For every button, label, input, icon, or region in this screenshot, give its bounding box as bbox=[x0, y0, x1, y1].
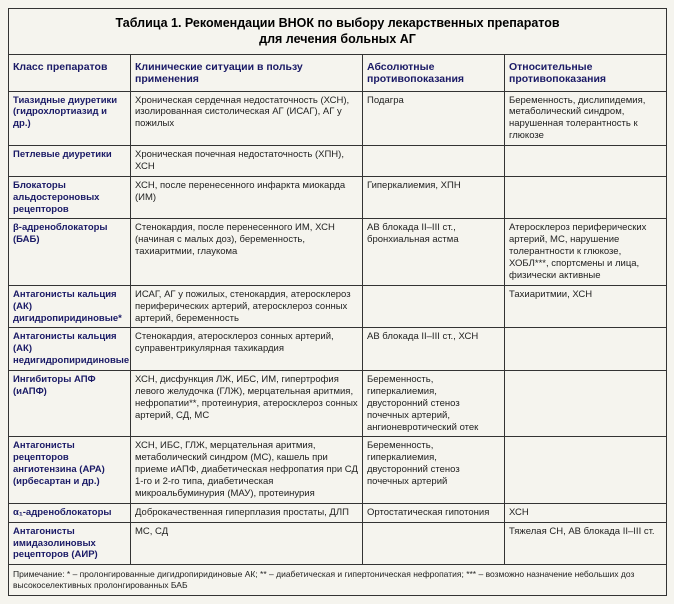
cell-situations: Хроническая сердечная недостаточность (Х… bbox=[131, 91, 363, 146]
cell-absolute: АВ блокада II–III ст., бронхиальная астм… bbox=[363, 219, 505, 285]
table-row: Антагонисты кальция (АК) недигидропириди… bbox=[9, 328, 667, 371]
cell-situations: ХСН, после перенесенного инфаркта миокар… bbox=[131, 176, 363, 219]
header-absolute: Абсолютные противопоказания bbox=[363, 54, 505, 91]
medical-table: Таблица 1. Рекомендации ВНОК по выбору л… bbox=[8, 8, 666, 596]
header-relative: Относительные противопоказания bbox=[505, 54, 667, 91]
cell-class: Петлевые диуретики bbox=[9, 146, 131, 177]
cell-situations: ХСН, дисфункция ЛЖ, ИБС, ИМ, гипертрофия… bbox=[131, 371, 363, 437]
cell-relative: Тяжелая СН, АВ блокада II–III ст. bbox=[505, 522, 667, 565]
cell-relative bbox=[505, 371, 667, 437]
header-class: Класс препаратов bbox=[9, 54, 131, 91]
cell-relative bbox=[505, 437, 667, 503]
title-line2: для лечения больных АГ bbox=[13, 31, 662, 47]
cell-absolute bbox=[363, 285, 505, 328]
table-row: Антагонисты рецепторов ангиотензина (АРА… bbox=[9, 437, 667, 503]
title-line1: Таблица 1. Рекомендации ВНОК по выбору л… bbox=[13, 15, 662, 31]
cell-class: Антагонисты кальция (АК) недигидропириди… bbox=[9, 328, 131, 371]
cell-class: Блокаторы альдостероновых рецепторов bbox=[9, 176, 131, 219]
cell-absolute: АВ блокада II–III ст., ХСН bbox=[363, 328, 505, 371]
cell-relative: ХСН bbox=[505, 503, 667, 522]
table-row: Антагонисты кальция (АК) дигидропиридино… bbox=[9, 285, 667, 328]
cell-absolute: Ортостатическая гипотония bbox=[363, 503, 505, 522]
table-row: Антагонисты имидазолиновых рецепторов (А… bbox=[9, 522, 667, 565]
cell-class: Антагонисты имидазолиновых рецепторов (А… bbox=[9, 522, 131, 565]
cell-absolute: Гиперкалиемия, ХПН bbox=[363, 176, 505, 219]
cell-absolute: Беременность, гиперкалиемия, двусторонни… bbox=[363, 437, 505, 503]
header-row: Класс препаратов Клинические ситуации в … bbox=[9, 54, 667, 91]
title-row: Таблица 1. Рекомендации ВНОК по выбору л… bbox=[9, 9, 667, 55]
table-title: Таблица 1. Рекомендации ВНОК по выбору л… bbox=[9, 9, 667, 55]
cell-relative bbox=[505, 176, 667, 219]
cell-absolute: Подагра bbox=[363, 91, 505, 146]
cell-absolute: Беременность, гиперкалиемия, двусторонни… bbox=[363, 371, 505, 437]
cell-situations: Стенокардия, атеросклероз сонных артерий… bbox=[131, 328, 363, 371]
cell-situations: МС, СД bbox=[131, 522, 363, 565]
cell-situations: ИСАГ, АГ у пожилых, стенокардия, атероск… bbox=[131, 285, 363, 328]
cell-situations: ХСН, ИБС, ГЛЖ, мерцательная аритмия, мет… bbox=[131, 437, 363, 503]
cell-relative: Беременность, дислипидемия, метаболическ… bbox=[505, 91, 667, 146]
cell-class: Ингибиторы АПФ (иАПФ) bbox=[9, 371, 131, 437]
cell-class: α₁-адреноблокаторы bbox=[9, 503, 131, 522]
cell-situations: Доброкачественная гиперплазия простаты, … bbox=[131, 503, 363, 522]
footnote: Примечание: * – пролонгированные дигидро… bbox=[9, 565, 667, 596]
footnote-row: Примечание: * – пролонгированные дигидро… bbox=[9, 565, 667, 596]
table-row: Ингибиторы АПФ (иАПФ)ХСН, дисфункция ЛЖ,… bbox=[9, 371, 667, 437]
cell-relative bbox=[505, 328, 667, 371]
cell-relative bbox=[505, 146, 667, 177]
cell-class: Антагонисты кальция (АК) дигидропиридино… bbox=[9, 285, 131, 328]
table-row: α₁-адреноблокаторыДоброкачественная гипе… bbox=[9, 503, 667, 522]
cell-class: β-адреноблокаторы (БАБ) bbox=[9, 219, 131, 285]
table: Таблица 1. Рекомендации ВНОК по выбору л… bbox=[8, 8, 667, 596]
cell-absolute bbox=[363, 146, 505, 177]
cell-absolute bbox=[363, 522, 505, 565]
table-row: Петлевые диуретикиХроническая почечная н… bbox=[9, 146, 667, 177]
cell-situations: Хроническая почечная недостаточность (ХП… bbox=[131, 146, 363, 177]
table-row: Тиазидные диуретики (гидрохлортиазид и д… bbox=[9, 91, 667, 146]
cell-relative: Тахиаритмии, ХСН bbox=[505, 285, 667, 328]
table-row: Блокаторы альдостероновых рецепторовХСН,… bbox=[9, 176, 667, 219]
cell-class: Антагонисты рецепторов ангиотензина (АРА… bbox=[9, 437, 131, 503]
cell-class: Тиазидные диуретики (гидрохлортиазид и д… bbox=[9, 91, 131, 146]
header-situations: Клинические ситуации в пользу применения bbox=[131, 54, 363, 91]
cell-situations: Стенокардия, после перенесенного ИМ, ХСН… bbox=[131, 219, 363, 285]
table-row: β-адреноблокаторы (БАБ)Стенокардия, посл… bbox=[9, 219, 667, 285]
cell-relative: Атеросклероз периферических артерий, МС,… bbox=[505, 219, 667, 285]
